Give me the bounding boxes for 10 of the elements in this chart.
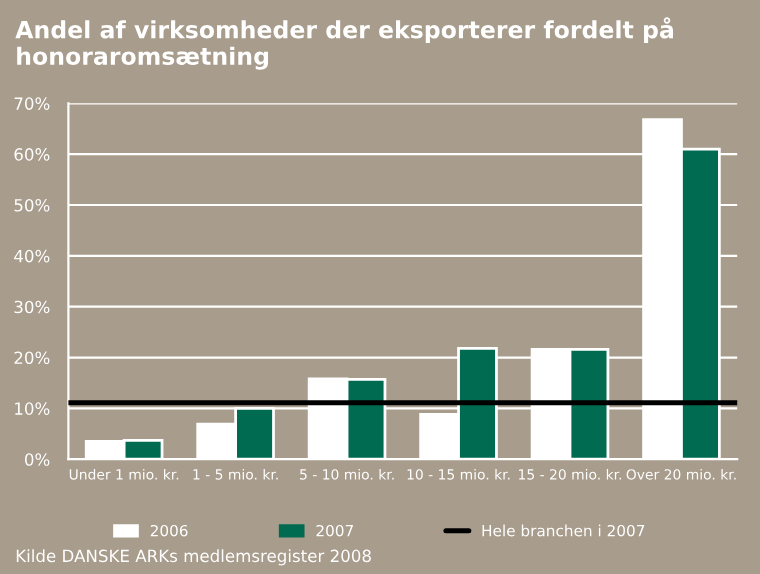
y-tick-label: 50% <box>14 198 50 212</box>
y-tick-label: 40% <box>14 249 50 263</box>
y-tick-label: 20% <box>14 351 50 365</box>
text: Kilde DANSKE ARKs medlemsregister 2008 <box>16 549 371 566</box>
y-tick-label: 60% <box>14 148 50 161</box>
y-tick-label: 70% <box>14 97 50 110</box>
y-tick-label: 10% <box>15 402 50 415</box>
chart-title: Andel af virksomheder der eksporterer fordelt på honoraromsætning <box>15 17 674 70</box>
y-tick-label: 0% <box>25 453 50 466</box>
y-tick-label: 30% <box>14 300 50 314</box>
